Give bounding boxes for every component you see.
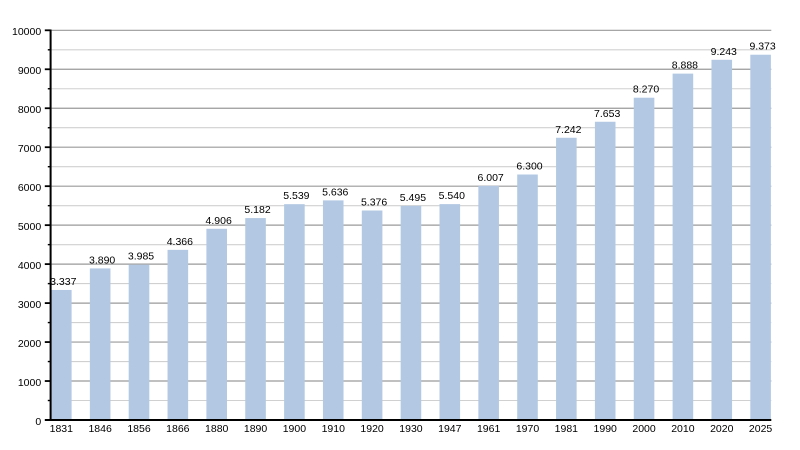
svg-text:2000: 2000 xyxy=(18,338,42,350)
svg-text:1981: 1981 xyxy=(555,423,579,435)
svg-text:6.300: 6.300 xyxy=(516,160,542,172)
svg-text:1831: 1831 xyxy=(50,423,74,435)
svg-text:2020: 2020 xyxy=(710,423,734,435)
svg-text:3.985: 3.985 xyxy=(128,251,154,263)
svg-text:10000: 10000 xyxy=(12,26,41,38)
svg-text:1947: 1947 xyxy=(438,423,462,435)
svg-text:5.636: 5.636 xyxy=(322,186,348,198)
svg-text:1000: 1000 xyxy=(18,377,42,389)
svg-text:2010: 2010 xyxy=(671,423,695,435)
svg-text:2000: 2000 xyxy=(632,423,656,435)
svg-text:1990: 1990 xyxy=(594,423,618,435)
svg-text:5.495: 5.495 xyxy=(400,192,426,204)
svg-text:1866: 1866 xyxy=(166,423,190,435)
svg-text:1910: 1910 xyxy=(322,423,346,435)
svg-text:7.653: 7.653 xyxy=(594,108,620,120)
svg-text:1930: 1930 xyxy=(399,423,423,435)
svg-text:0: 0 xyxy=(35,416,41,428)
svg-text:8.888: 8.888 xyxy=(672,60,698,72)
svg-text:5.540: 5.540 xyxy=(439,190,465,202)
svg-text:6000: 6000 xyxy=(18,182,42,194)
svg-text:4000: 4000 xyxy=(18,260,42,272)
svg-text:6.007: 6.007 xyxy=(478,172,504,184)
svg-text:7000: 7000 xyxy=(18,143,42,155)
svg-text:1961: 1961 xyxy=(477,423,501,435)
svg-text:3.337: 3.337 xyxy=(50,276,76,288)
svg-text:9.243: 9.243 xyxy=(711,46,737,58)
svg-text:9000: 9000 xyxy=(18,65,42,77)
svg-text:5.376: 5.376 xyxy=(361,197,387,209)
svg-text:1900: 1900 xyxy=(283,423,307,435)
svg-text:1880: 1880 xyxy=(205,423,229,435)
svg-text:1846: 1846 xyxy=(88,423,112,435)
svg-text:4.906: 4.906 xyxy=(206,215,232,227)
svg-text:1856: 1856 xyxy=(127,423,151,435)
svg-text:7.242: 7.242 xyxy=(555,124,581,136)
svg-text:8.270: 8.270 xyxy=(633,84,659,96)
svg-text:9.373: 9.373 xyxy=(749,41,775,53)
svg-text:4.366: 4.366 xyxy=(167,236,193,248)
svg-text:3000: 3000 xyxy=(18,299,42,311)
svg-text:1890: 1890 xyxy=(244,423,268,435)
svg-text:5.182: 5.182 xyxy=(244,204,270,216)
svg-text:8000: 8000 xyxy=(18,104,42,116)
svg-text:2025: 2025 xyxy=(749,423,773,435)
svg-text:3.890: 3.890 xyxy=(89,254,115,266)
svg-text:5000: 5000 xyxy=(18,221,42,233)
svg-text:1970: 1970 xyxy=(516,423,540,435)
svg-text:1920: 1920 xyxy=(360,423,384,435)
svg-text:5.539: 5.539 xyxy=(283,190,309,202)
